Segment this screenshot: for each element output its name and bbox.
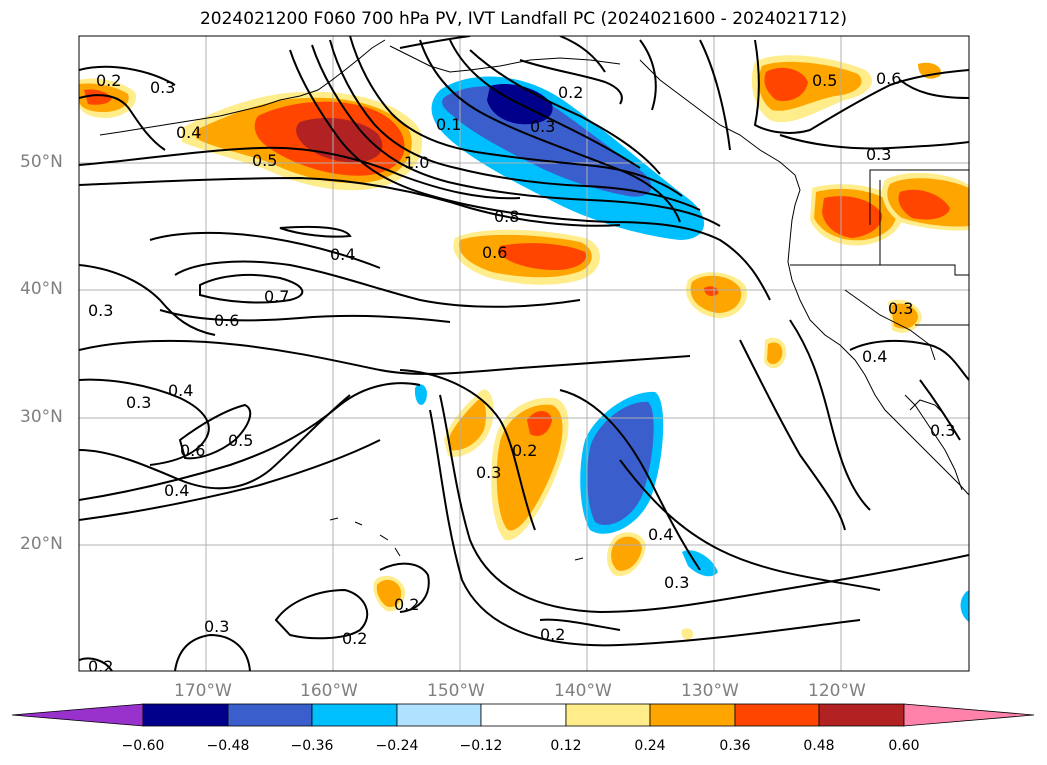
contour-label: 0.3 bbox=[866, 145, 891, 164]
contour-label: 0.4 bbox=[648, 525, 673, 544]
colorbar-segment bbox=[142, 703, 229, 727]
contour-label: 0.2 bbox=[342, 629, 367, 648]
contour-label: 0.3 bbox=[88, 301, 113, 320]
colorbar-tick-label: −0.48 bbox=[206, 738, 250, 754]
lat-label: 50°N bbox=[20, 152, 63, 172]
contour-label: 0.3 bbox=[476, 463, 501, 482]
contour-label: 0.3 bbox=[930, 421, 955, 440]
contour-label: 0.4 bbox=[862, 347, 887, 366]
lon-label: 160°W bbox=[300, 681, 358, 701]
contour-label: 0.6 bbox=[180, 441, 205, 460]
lat-label: 30°N bbox=[20, 407, 63, 427]
colorbar-segment bbox=[565, 703, 651, 727]
contour-label: 0.1 bbox=[436, 115, 461, 134]
colorbar-extend-high bbox=[903, 703, 1035, 727]
contour-label: 0.2 bbox=[512, 441, 537, 460]
shading-subtropics bbox=[373, 384, 969, 640]
lon-label: 120°W bbox=[808, 681, 866, 701]
contour-label: 0.5 bbox=[252, 151, 277, 170]
positive-shading-dateline bbox=[79, 78, 137, 118]
contour-label: 0.2 bbox=[394, 595, 419, 614]
positive-shading-pacific-northwest bbox=[810, 172, 969, 333]
colorbar-tick-label: −0.24 bbox=[375, 738, 419, 754]
positive-shading-central-pacific bbox=[453, 229, 600, 285]
contour-labels: 0.2 0.3 0.4 0.5 1.0 0.1 0.3 0.2 0.5 0.6 … bbox=[88, 69, 955, 676]
contour-label: 0.4 bbox=[176, 123, 201, 142]
contour-label: 0.8 bbox=[494, 207, 519, 226]
colorbar-extend-low bbox=[11, 703, 144, 727]
positive-shading-offshore bbox=[686, 272, 787, 369]
colorbar-segment bbox=[480, 703, 567, 727]
contour-label: 0.3 bbox=[888, 299, 913, 318]
contour-label: 0.2 bbox=[558, 83, 583, 102]
lat-label: 20°N bbox=[20, 534, 63, 554]
contour-label: 0.4 bbox=[330, 245, 355, 264]
lat-label: 40°N bbox=[20, 279, 63, 299]
gridlines bbox=[79, 36, 969, 671]
plot-frame bbox=[78, 35, 970, 672]
colorbar-tick-label: 0.60 bbox=[888, 738, 920, 754]
contour-label: 0.6 bbox=[876, 69, 901, 88]
lon-label: 130°W bbox=[681, 681, 739, 701]
contour-label: 0.3 bbox=[664, 573, 689, 592]
contour-label: 0.6 bbox=[482, 243, 507, 262]
contour-label: 0.2 bbox=[88, 657, 113, 676]
contour-label: 0.4 bbox=[168, 381, 193, 400]
contour-label: 0.5 bbox=[812, 71, 837, 90]
positive-shading-alaska bbox=[751, 55, 941, 123]
pv-contours bbox=[79, 36, 969, 671]
colorbar-tick-label: −0.12 bbox=[459, 738, 503, 754]
contour-label: 0.3 bbox=[204, 617, 229, 636]
contour-label: 0.3 bbox=[530, 117, 555, 136]
contour-label: 0.5 bbox=[228, 431, 253, 450]
lon-label: 150°W bbox=[427, 681, 485, 701]
contour-label: 0.7 bbox=[264, 287, 289, 306]
contour-label: 0.3 bbox=[126, 393, 151, 412]
colorbar-tick-label: 0.24 bbox=[634, 738, 666, 754]
lon-label: 140°W bbox=[554, 681, 612, 701]
colorbar-tick-label: 0.12 bbox=[550, 738, 582, 754]
colorbar-segment bbox=[649, 703, 736, 727]
map-title: 2024021200 F060 700 hPa PV, IVT Landfall… bbox=[199, 9, 847, 29]
lon-label: 170°W bbox=[174, 681, 232, 701]
colorbar-segment bbox=[311, 703, 398, 727]
colorbar-segment bbox=[396, 703, 482, 727]
colorbar-tick-label: 0.48 bbox=[803, 738, 835, 754]
colorbar-tick-label: −0.36 bbox=[290, 738, 334, 754]
contour-label: 1.0 bbox=[404, 153, 429, 172]
colorbar-tick-label: −0.60 bbox=[121, 738, 165, 754]
contour-label: 0.4 bbox=[164, 481, 189, 500]
contour-label: 0.2 bbox=[540, 625, 565, 644]
contour-label: 0.6 bbox=[214, 311, 239, 330]
colorbar-segment bbox=[818, 703, 905, 727]
colorbar-segment bbox=[227, 703, 313, 727]
colorbar-tick-label: 0.36 bbox=[719, 738, 751, 754]
contour-label: 0.3 bbox=[150, 78, 175, 97]
colorbar bbox=[11, 703, 1035, 727]
colorbar-segment bbox=[734, 703, 820, 727]
contour-label: 0.2 bbox=[96, 71, 121, 90]
